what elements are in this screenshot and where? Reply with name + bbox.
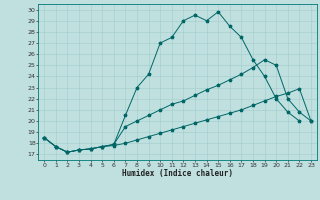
X-axis label: Humidex (Indice chaleur): Humidex (Indice chaleur) bbox=[122, 169, 233, 178]
